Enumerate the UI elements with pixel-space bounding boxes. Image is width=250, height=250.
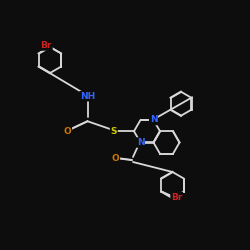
Text: NH: NH bbox=[80, 92, 95, 101]
Text: N: N bbox=[150, 116, 157, 124]
Text: O: O bbox=[64, 127, 72, 136]
Text: S: S bbox=[110, 127, 117, 136]
Text: N: N bbox=[137, 138, 144, 147]
Text: Br: Br bbox=[171, 192, 182, 202]
Text: O: O bbox=[112, 154, 120, 163]
Text: Br: Br bbox=[40, 41, 52, 50]
